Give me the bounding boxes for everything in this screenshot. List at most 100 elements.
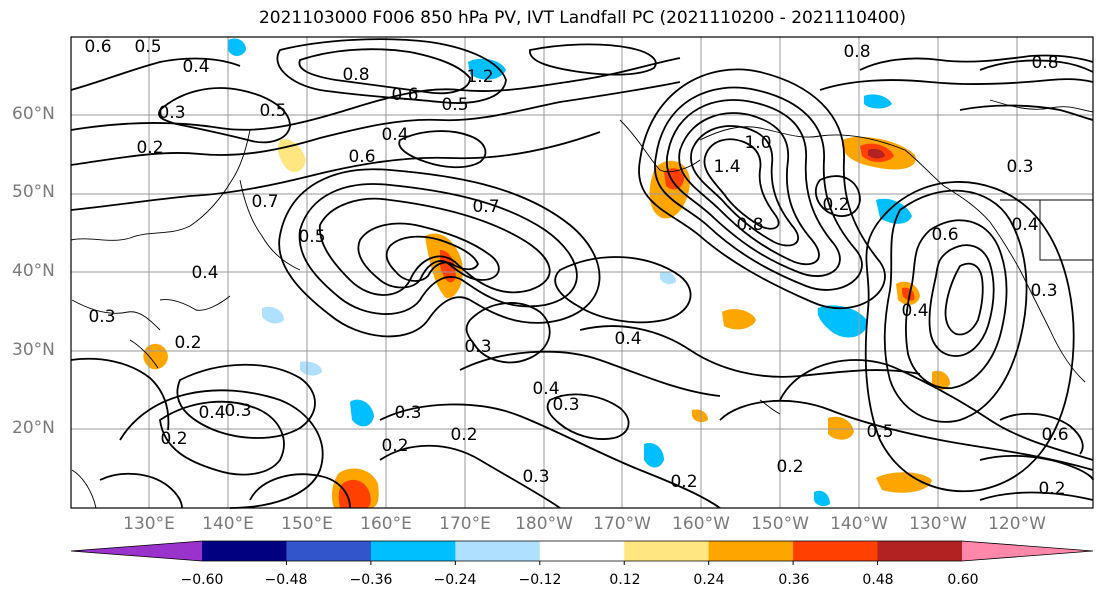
contour-label: 0.3 [522,467,549,487]
ivt-shading [143,38,950,508]
shade-blue [864,94,892,109]
contour-label: 0.3 [88,307,115,327]
colorbar-bin [793,541,879,561]
contour-label: 0.2 [670,472,697,492]
lon-label: 170°W [593,514,651,534]
colorbar-tick-label: −0.48 [264,572,308,588]
coastlines [70,99,1094,509]
contour-label: 0.2 [776,457,803,477]
pv-contours [70,38,1094,509]
contour-label: 0.5 [134,37,161,57]
contour-label: 0.3 [1006,157,1033,177]
contour-label: 0.4 [614,329,641,349]
shade-blue [814,490,830,507]
shade-orange [876,472,932,493]
contour-label: 1.4 [713,157,740,177]
colorbar-extend-high [962,541,1093,561]
contour-label: 0.4 [198,403,225,423]
lon-label: 140°E [202,514,254,534]
contour-label: 0.3 [464,337,491,357]
contour-label: 0.3 [552,395,579,415]
colorbar-tick-label: 0.36 [778,572,810,588]
shade-blue [228,38,246,56]
lon-label: 150°E [281,514,333,534]
contour-label: 0.3 [158,103,185,123]
contour-label: 0.3 [224,401,251,421]
contour-label: 0.6 [391,85,418,105]
contour-label: 0.2 [1038,479,1065,499]
contour-label: 0.4 [901,301,928,321]
shade-red [440,250,456,283]
lon-label: 140°W [830,514,888,534]
contour-label: 0.7 [472,197,499,217]
lon-label: 150°W [751,514,809,534]
colorbar-tick-label: 0.48 [862,572,894,588]
shade-lightblue [262,306,284,324]
shade-orange [692,409,708,423]
map-frame [70,36,1094,509]
shade-orange [828,416,854,440]
shade-orange [932,370,950,390]
colorbar-tick-label: −0.24 [433,572,477,588]
contour-label: 0.2 [160,429,187,449]
contour-label: 0.5 [298,227,325,247]
shade-blue [644,442,664,468]
lat-label: 20°N [12,418,55,438]
shade-blue [350,399,374,427]
colorbar-bin [370,541,456,561]
lon-label: 120°W [988,514,1046,534]
colorbar-bin [877,541,963,561]
colorbar-tick-label: −0.36 [349,572,393,588]
contour-label: 0.8 [1031,53,1058,73]
contour-label: 0.4 [191,263,218,283]
contour-label: 0.5 [866,422,893,442]
contour-label: 1.2 [466,67,493,87]
shade-blue [876,198,912,224]
shade-orange [143,343,168,370]
colorbar-bin [624,541,710,561]
contour-label: 0.2 [450,425,477,445]
shade-orange [278,139,306,173]
contour-label: 0.2 [822,195,849,215]
contour-label: 0.2 [136,138,163,158]
lon-label: 170°E [439,514,491,534]
map-title: 2021103000 F006 850 hPa PV, IVT Landfall… [258,8,906,28]
contour-label: 0.4 [532,379,559,399]
lat-lon-grid [71,37,1093,508]
lon-label: 130°W [909,514,967,534]
lon-label: 160°W [672,514,730,534]
colorbar-tick-label: −0.60 [180,572,224,588]
shade-blue [468,58,506,80]
contour-label: 0.4 [1011,215,1038,235]
colorbar-bin [202,541,287,561]
shade-lightblue [300,361,322,376]
lon-label: 130°E [123,514,175,534]
contour-label: 0.4 [182,57,209,77]
colorbar [70,540,1094,565]
lat-label: 50°N [12,182,55,202]
colorbar-bin [455,541,541,561]
shade-orange [722,309,756,330]
contour-label: 0.8 [736,215,763,235]
contour-label: 0.5 [441,95,468,115]
contour-label: 0.2 [381,436,408,456]
contour-label: 1.0 [744,133,771,153]
contour-labels: 0.6 0.5 0.4 1.2 0.8 0.6 0.5 0.8 0.3 0.5 … [84,37,1068,499]
contour-label: 0.8 [843,42,870,62]
contour-label: 0.8 [342,65,369,85]
contour-label: 0.3 [1030,281,1057,301]
colorbar-tick-label: 0.12 [609,572,641,588]
colorbar-bin [539,541,625,561]
colorbar-tick-label: −0.12 [518,572,562,588]
shade-blue [817,305,868,338]
shade-red [338,479,371,508]
colorbar-outline [70,540,1094,562]
contour-label: 0.6 [348,147,375,167]
contour-label: 0.6 [931,225,958,245]
shade-darkred [868,148,885,159]
lat-label: 60°N [12,104,55,124]
contour-label: 0.7 [251,192,278,212]
lon-label: 160°E [360,514,412,534]
contour-label: 0.6 [1041,425,1068,445]
